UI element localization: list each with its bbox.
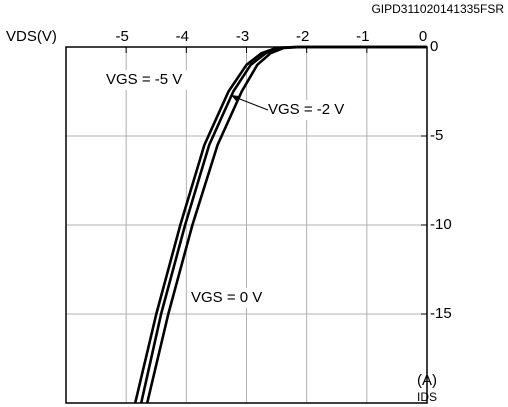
x-tick-label: -3 [236,28,249,45]
x-tick-label: -4 [176,28,189,45]
series-label: VGS = 0 V [191,289,262,306]
series-label: VGS = -2 V [268,101,344,118]
x-tick-label: -1 [356,28,369,45]
curve [145,45,427,404]
chart-code: GIPD311020141335FSR [371,2,504,16]
arrow-head [231,95,239,101]
y-tick-label: -5 [430,127,443,144]
x-tick-label: -5 [115,28,128,45]
x-axis-label: VDS(V) [6,28,57,45]
label-bg [188,288,280,308]
y-tick-label: -15 [430,305,452,322]
plot-frame [65,46,428,404]
label-bg [265,100,357,120]
y-tick-label: -10 [430,216,452,233]
y-tick-label: 0 [430,38,438,55]
x-tick-label: -2 [296,28,309,45]
x-tick-label: 0 [419,28,427,45]
label-arrow [231,95,269,111]
label-bg [103,70,195,90]
series-label: VGS = -5 V [106,71,182,88]
